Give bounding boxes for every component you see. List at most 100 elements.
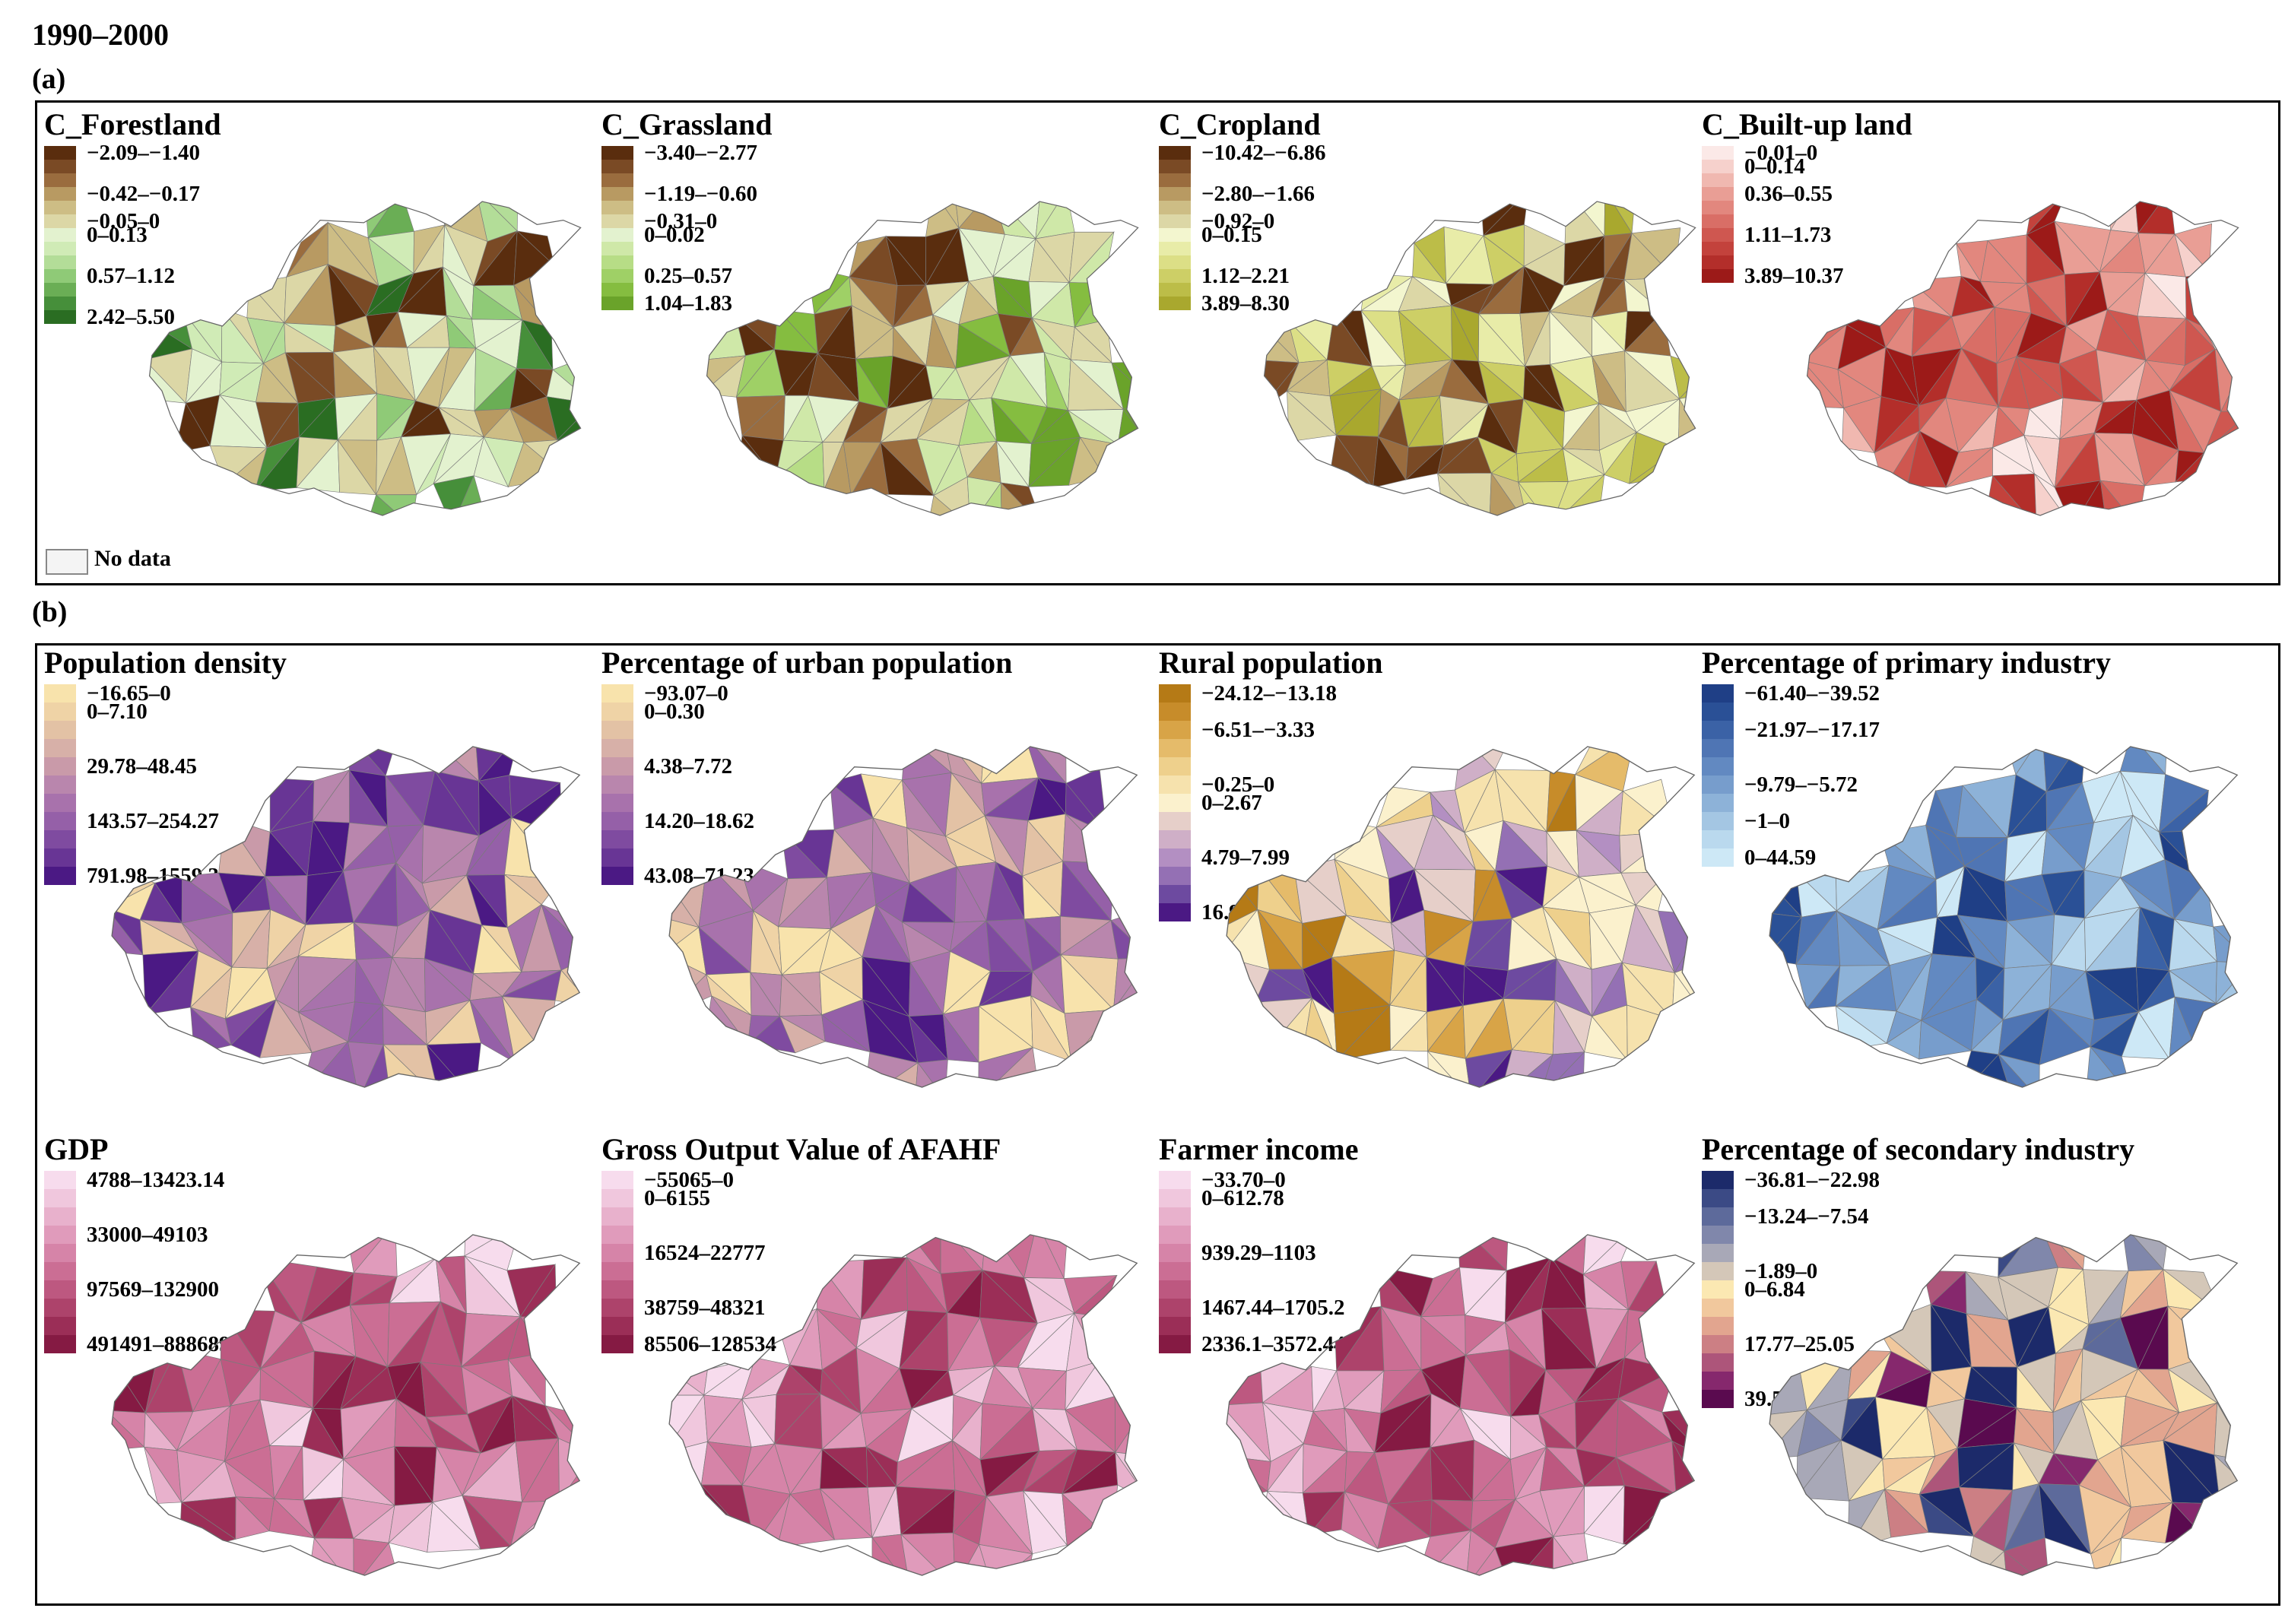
- legend-swatch: [1159, 1280, 1191, 1299]
- legend-class-label: −33.70–0: [1201, 1168, 1286, 1192]
- legend-swatch: [1702, 757, 1734, 776]
- legend-swatch: [601, 703, 633, 721]
- legend-class-label: 97569–132900: [87, 1277, 219, 1302]
- map-panel: C_Built-up land −0.01–0 0–0.14 0.36–0.55 1.1…: [1696, 106, 2258, 578]
- legend-class-label: 0–6155: [644, 1186, 710, 1210]
- legend-swatch: [1702, 684, 1734, 703]
- legend-swatch: [1702, 1207, 1734, 1226]
- legend-class-label: −10.42–−6.86: [1201, 141, 1326, 165]
- county-polygon: [2038, 1483, 2092, 1555]
- map-panel-title: GDP: [44, 1132, 109, 1166]
- legend-class-label: 1467.44–1705.2: [1201, 1296, 1345, 1320]
- county-units: [149, 201, 581, 515]
- region-outline: [1769, 1234, 2239, 1576]
- county-polygon: [1906, 430, 1947, 488]
- legend-class-label: −13.24–−7.54: [1744, 1204, 1869, 1229]
- county-polygon: [880, 442, 935, 496]
- legend-swatch: [44, 776, 76, 794]
- choropleth-map: [1226, 1234, 1696, 1576]
- map-panel: GDP 4788–13423.14 33000–49103 97569–132900 4…: [38, 1131, 601, 1603]
- legend-swatch: [1702, 146, 1734, 160]
- county-polygon: [2214, 1401, 2238, 1462]
- county-polygon: [2214, 348, 2239, 413]
- county-polygon: [2214, 1454, 2238, 1505]
- legend-class-label: −0.05–0: [87, 209, 160, 233]
- choropleth-map: [1769, 746, 2239, 1088]
- legend-swatch: [1159, 1299, 1191, 1317]
- legend-swatch: [1702, 721, 1734, 739]
- county-polygon: [558, 1438, 580, 1502]
- map-panel: Percentage of urban population −93.07–0 0–…: [595, 645, 1158, 1116]
- choropleth-map: [111, 746, 581, 1088]
- choropleth-map: [148, 201, 582, 516]
- county-polygon: [427, 1502, 481, 1553]
- legend-swatch: [1159, 297, 1191, 310]
- legend-swatch: [1702, 1244, 1734, 1262]
- legend-swatch: [601, 160, 633, 173]
- legend-swatch: [601, 867, 633, 885]
- legend-swatch: [1159, 1207, 1191, 1226]
- legend-swatch: [601, 1226, 633, 1244]
- county-units: [706, 201, 1138, 515]
- legend-swatch: [44, 794, 76, 812]
- legend-class-label: −0.92–0: [1201, 209, 1275, 233]
- county-polygon: [1373, 436, 1407, 488]
- legend-class-label: 0.36–0.55: [1744, 182, 1833, 206]
- legend-swatch: [44, 703, 76, 721]
- map-panel: Rural population −24.12–−13.18 −6.51–−3.33…: [1153, 645, 1715, 1116]
- legend-swatch: [1702, 255, 1734, 269]
- legend-swatch: [1159, 269, 1191, 283]
- county-polygon: [2110, 201, 2139, 233]
- county-polygon: [504, 817, 561, 880]
- choropleth-map: [111, 1234, 581, 1576]
- region-outline: [668, 1234, 1138, 1576]
- legend-class-label: 0–612.78: [1201, 1186, 1284, 1210]
- choropleth-map: [706, 201, 1139, 516]
- legend-swatch: [1159, 1317, 1191, 1335]
- map-panel: C_Cropland −10.42–−6.86 −2.80–−1.66 −0.92–0…: [1153, 106, 1715, 578]
- legend-swatch: [1702, 794, 1734, 812]
- county-polygon: [669, 974, 712, 1017]
- legend-swatch: [1159, 684, 1191, 703]
- legend-swatch: [1159, 1262, 1191, 1280]
- legend-swatch: [601, 242, 633, 255]
- map-panel-title: C_Forestland: [44, 107, 221, 141]
- county-units: [112, 747, 580, 1087]
- legend-class-label: 0–44.59: [1744, 845, 1817, 870]
- legend-class-label: 0.57–1.12: [87, 264, 175, 288]
- legend-swatch: [601, 1189, 633, 1207]
- legend-swatch: [1159, 830, 1191, 848]
- legend-class-label: 0–0.15: [1201, 223, 1262, 247]
- legend-swatch: [1702, 1171, 1734, 1189]
- legend-class-label: −0.31–0: [644, 209, 718, 233]
- legend-swatch: [44, 187, 76, 201]
- county-polygon: [1998, 1054, 2040, 1087]
- legend-swatch: [601, 146, 633, 160]
- legend-class-label: −55065–0: [644, 1168, 735, 1192]
- legend-swatch: [44, 1280, 76, 1299]
- legend-swatch: [1159, 201, 1191, 214]
- legend-class-label: 4.38–7.72: [644, 754, 732, 779]
- legend-swatch: [1702, 812, 1734, 830]
- legend-class-label: 0–2.67: [1201, 791, 1262, 815]
- county-units: [1769, 1235, 2238, 1575]
- county-polygon: [235, 1496, 270, 1540]
- legend-swatch: [1159, 1335, 1191, 1353]
- legend-swatch: [1159, 283, 1191, 297]
- legend-swatch: [1702, 242, 1734, 255]
- county-polygon: [2121, 1011, 2170, 1060]
- legend-swatch: [1159, 757, 1191, 776]
- county-polygon: [1884, 1488, 1929, 1538]
- legend-class-label: 1.12–2.21: [1201, 264, 1290, 288]
- legend-class-label: 2336.1–3572.44: [1201, 1332, 1345, 1356]
- legend-swatch: [44, 146, 76, 160]
- choropleth-map: [1263, 201, 1696, 516]
- legend-swatch: [1702, 1353, 1734, 1372]
- legend-class-label: −61.40–−39.52: [1744, 681, 1880, 706]
- legend-class-label: 85506–128534: [644, 1332, 776, 1356]
- legend-swatch: [601, 269, 633, 283]
- legend-swatch: [601, 776, 633, 794]
- legend-swatch: [44, 242, 76, 255]
- legend-class-label: 17.77–25.05: [1744, 1332, 1855, 1356]
- county-units: [669, 747, 1138, 1087]
